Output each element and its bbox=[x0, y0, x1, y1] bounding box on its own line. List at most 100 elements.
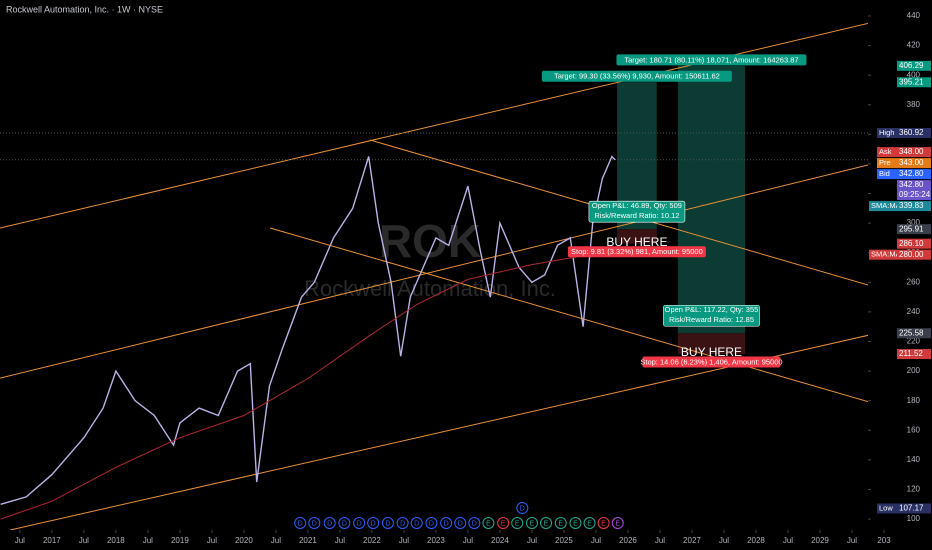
badge-text: 295.91 bbox=[899, 224, 924, 233]
x-tick-label: Jul bbox=[783, 536, 793, 545]
event-label: E bbox=[515, 520, 520, 527]
event-label: D bbox=[472, 520, 477, 527]
event-label: D bbox=[357, 520, 362, 527]
x-tick-label: Jul bbox=[399, 536, 409, 545]
badge-tag bbox=[877, 169, 897, 180]
event-marker bbox=[396, 517, 409, 529]
badge bbox=[897, 349, 931, 360]
price-series bbox=[0, 155, 616, 505]
x-tick-label: Jul bbox=[591, 536, 601, 545]
x-tick-label: 2021 bbox=[299, 536, 317, 545]
event-label: D bbox=[520, 505, 525, 512]
badge-text: 406.29 bbox=[899, 61, 924, 70]
event-marker bbox=[569, 517, 582, 529]
stop-zone bbox=[677, 333, 746, 355]
badge bbox=[897, 180, 931, 201]
badge bbox=[897, 328, 931, 339]
event-marker bbox=[381, 517, 394, 529]
badge-text: 225.58 bbox=[899, 328, 924, 337]
badge-tag bbox=[877, 147, 897, 158]
badge bbox=[897, 77, 931, 88]
x-tick-label: Jul bbox=[15, 536, 25, 545]
x-tick-label: 2018 bbox=[107, 536, 125, 545]
badge-text: 211.52 bbox=[899, 349, 923, 358]
badge bbox=[897, 249, 931, 260]
event-marker bbox=[516, 502, 529, 514]
label-box bbox=[642, 356, 781, 368]
event-label: D bbox=[342, 520, 347, 527]
event-label: E bbox=[558, 520, 563, 527]
event-label: D bbox=[312, 520, 317, 527]
badge bbox=[897, 169, 931, 180]
y-tick-label: 400 bbox=[907, 70, 921, 79]
x-tick-label: 2019 bbox=[171, 536, 189, 545]
badge bbox=[897, 201, 931, 212]
badge-text: 360.92 bbox=[899, 128, 924, 137]
event-marker bbox=[497, 517, 510, 529]
x-tick-label: 2022 bbox=[363, 536, 381, 545]
y-tick-label: 220 bbox=[907, 337, 921, 346]
x-tick-label: 2017 bbox=[43, 536, 61, 545]
label-text: Target: 99.30 (33.56%) 9,930, Amount: 15… bbox=[554, 72, 720, 81]
event-marker bbox=[468, 517, 481, 529]
badge-text: 286.10 bbox=[899, 239, 924, 248]
event-marker bbox=[367, 517, 380, 529]
x-tick-label: 2027 bbox=[683, 536, 701, 545]
x-tick-label: Jul bbox=[207, 536, 217, 545]
trendline bbox=[0, 164, 868, 379]
badge-tag bbox=[877, 503, 897, 514]
stop-zone bbox=[617, 229, 657, 244]
event-label: D bbox=[444, 520, 449, 527]
event-marker bbox=[353, 517, 366, 529]
badge-extra: 09:25:24 bbox=[899, 190, 931, 199]
badge-tag bbox=[869, 201, 897, 212]
event-label: E bbox=[530, 520, 535, 527]
y-tick-label: 200 bbox=[907, 366, 921, 375]
price-series bbox=[0, 252, 616, 520]
trendline bbox=[10, 334, 868, 530]
event-label: D bbox=[371, 520, 376, 527]
x-tick-label: Jul bbox=[463, 536, 473, 545]
event-marker bbox=[554, 517, 567, 529]
label-text: Stop: 14.06 (6.23%) 1,406, Amount: 95000 bbox=[640, 358, 782, 367]
event-marker bbox=[338, 517, 351, 529]
event-marker bbox=[425, 517, 438, 529]
label-box bbox=[616, 54, 807, 66]
label-text: Stop: 9.81 (3.32%) 981, Amount: 95000 bbox=[571, 247, 703, 256]
pnl-text: Open P&L: 117.22, Qty: 355 bbox=[665, 305, 759, 314]
event-marker bbox=[611, 517, 624, 529]
x-tick-label: 2029 bbox=[811, 536, 829, 545]
x-tick-label: 2024 bbox=[491, 536, 509, 545]
badge-text: 343.00 bbox=[899, 158, 924, 167]
note: BUY HERE bbox=[681, 345, 742, 359]
badge bbox=[897, 147, 931, 158]
label-text: Target: 180.71 (80.11%) 18,071, Amount: … bbox=[624, 55, 798, 64]
badge-tag-text: Pre bbox=[879, 158, 891, 167]
badge-text: 342.80 bbox=[899, 180, 924, 189]
target-zone bbox=[677, 65, 746, 334]
plot: ROK Rockwell Automation, Inc. bbox=[0, 22, 868, 530]
y-tick-label: 260 bbox=[907, 277, 921, 286]
y-tick-label: 180 bbox=[907, 396, 921, 405]
badge bbox=[897, 238, 931, 249]
pnl-box bbox=[588, 200, 686, 223]
event-marker bbox=[323, 517, 336, 529]
event-label: D bbox=[327, 520, 332, 527]
event-marker bbox=[440, 517, 453, 529]
event-marker bbox=[482, 517, 495, 529]
x-tick-label: Jul bbox=[719, 536, 729, 545]
x-tick-label: 2028 bbox=[747, 536, 765, 545]
event-label: E bbox=[587, 520, 592, 527]
event-marker bbox=[308, 517, 321, 529]
badge-tag-text: Ask bbox=[879, 147, 892, 156]
badge-text: 395.21 bbox=[899, 77, 924, 86]
event-label: E bbox=[544, 520, 549, 527]
event-marker bbox=[294, 517, 307, 529]
label-box bbox=[541, 70, 732, 82]
event-label: E bbox=[486, 520, 491, 527]
x-tick-label: 2026 bbox=[619, 536, 637, 545]
badge bbox=[897, 224, 931, 235]
y-tick-label: 160 bbox=[907, 425, 921, 434]
